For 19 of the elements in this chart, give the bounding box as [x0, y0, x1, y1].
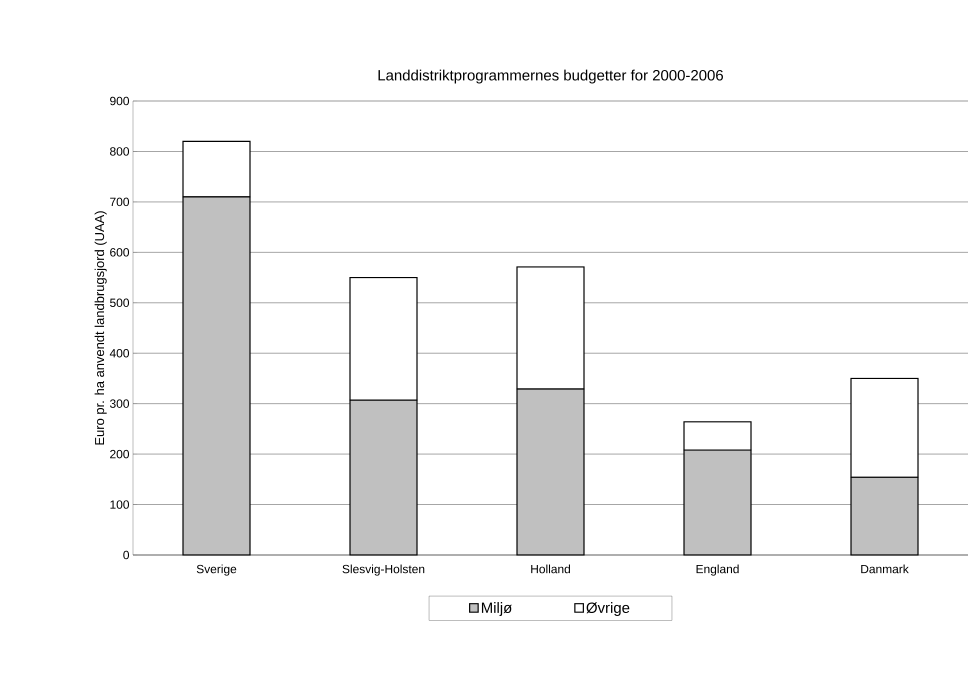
y-tick-label: 900 — [110, 96, 130, 106]
legend-label: Øvrige — [586, 602, 630, 616]
y-tick-label: 300 — [110, 399, 130, 408]
x-tick-label: Danmark — [861, 564, 909, 574]
legend-label: Miljø — [482, 602, 512, 616]
y-tick-label: 500 — [110, 298, 130, 307]
chart-title: Landdistriktprogrammernes budgetter for 2000-2006 — [378, 70, 723, 84]
y-tick-label: 100 — [110, 500, 130, 509]
y-axis-title: Euro pr. ha anvendt landbrugsjord (UAA) — [94, 211, 107, 445]
x-tick-label: Slesvig-Holsten — [342, 564, 424, 576]
x-tick-label: Sverige — [196, 564, 236, 576]
y-tick-label: 400 — [110, 348, 130, 358]
x-tick-label: Holland — [531, 564, 570, 574]
x-tick-label: England — [696, 564, 739, 576]
y-tick-label: 200 — [110, 450, 130, 458]
y-tick-label: 0 — [123, 550, 130, 560]
y-tick-label: 600 — [110, 248, 130, 257]
y-tick-label: 800 — [110, 147, 130, 156]
y-tick-label: 700 — [110, 198, 130, 206]
